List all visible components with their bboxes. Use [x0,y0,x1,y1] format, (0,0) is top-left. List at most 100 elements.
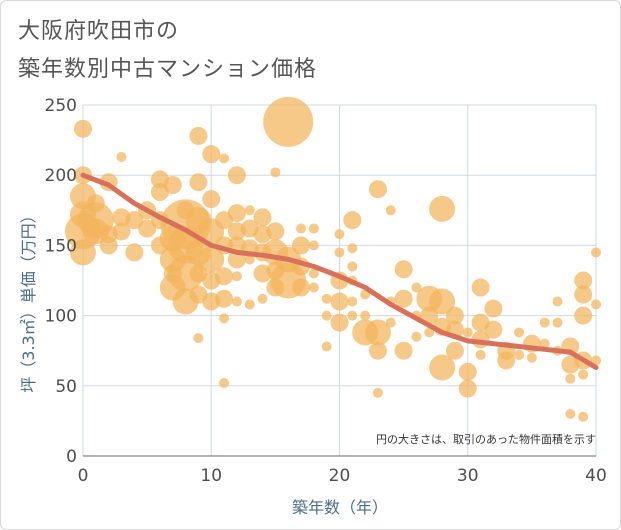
bubble [372,387,383,398]
bubble [484,299,503,318]
y-tick-label: 250 [45,96,77,116]
bubble [231,296,242,307]
bubble [257,293,268,304]
bubble [574,285,593,304]
bubble [215,267,234,286]
bubble [321,293,332,304]
bubble [394,289,413,308]
bubble [429,195,456,222]
bubble [385,205,396,216]
bubble [565,408,576,419]
bubble [231,271,242,282]
x-tick-label: 10 [200,466,222,486]
bubble [227,166,246,185]
y-tick-label: 50 [55,377,77,397]
bubble [308,223,319,234]
bubble [292,236,311,255]
x-tick-label: 40 [585,466,607,486]
bubble [125,243,144,262]
y-axis-label: 坪（3.3㎡）単価（万円） [19,207,38,392]
bubble [458,362,477,381]
bubble [429,354,456,381]
bubble [244,299,255,310]
x-tick-label: 20 [329,466,351,486]
bubble [445,306,464,325]
bubble [471,278,490,297]
bubble [244,254,255,265]
x-tick-label: 30 [457,466,479,486]
bubble [308,240,319,251]
bubble [163,176,182,195]
bubble [591,355,601,366]
bubble [526,352,537,363]
bubble [202,190,221,209]
bubble [219,377,230,388]
bubble [458,379,477,398]
bubble [330,292,349,311]
bubble [462,327,473,338]
bubble [539,317,550,328]
bubble [347,296,358,307]
y-tick-label: 0 [66,447,77,467]
bubble [296,223,307,234]
bubble [360,310,371,321]
y-tick-label: 100 [45,307,77,327]
bubble [411,331,422,342]
x-axis-label: 築年数（年） [292,498,388,517]
y-tick-label: 150 [45,236,77,256]
bubble [394,260,413,279]
bubble [497,351,516,370]
bubble [266,222,285,241]
bubble [539,338,550,349]
bubble [574,271,593,290]
chart-title-line2: 築年数別中古マンション価格 [18,57,318,82]
bubble [347,243,358,254]
bubble [552,317,563,328]
bubble [475,349,486,360]
bubble [334,229,345,240]
bubble [514,327,525,338]
chart-title-line1: 大阪府吹田市の [18,19,180,44]
bubble [308,268,319,279]
bubble [202,145,221,164]
bubble [270,167,281,178]
bubble [364,319,391,346]
bubble [514,349,525,360]
size-annotation: 円の大きさは、取引のあった物件面積を示す [376,432,596,446]
bubble [244,205,255,216]
bubble [263,96,314,147]
y-tick-labels: 0 50 100 150 200 250 [45,96,77,467]
x-tick-labels: 0 10 20 30 40 [78,466,607,486]
bubble [99,236,118,255]
bubble [578,411,589,422]
bubble [347,261,358,272]
y-tick-label: 200 [45,166,77,186]
x-tick-label: 0 [78,466,89,486]
bubble [70,239,96,266]
bubble [424,327,435,338]
bubble [227,204,246,223]
bubble [445,341,464,360]
trend-line [80,172,599,370]
bubble [308,282,319,293]
bubble [574,306,593,325]
bubble [429,288,456,315]
bubble [334,247,345,258]
bubble [591,299,601,310]
bubble [74,119,92,138]
bubble [321,341,332,352]
bubble [343,211,362,230]
bubble [198,246,225,273]
bubble [321,310,332,321]
bubble [219,153,230,164]
bubble [368,341,387,360]
bubble [189,126,208,145]
bubbles [65,96,601,422]
bubble [330,313,349,332]
bubble [125,211,144,230]
bubble [193,333,204,344]
bubble [116,151,127,162]
bubble [368,180,387,199]
bubble [347,310,358,321]
